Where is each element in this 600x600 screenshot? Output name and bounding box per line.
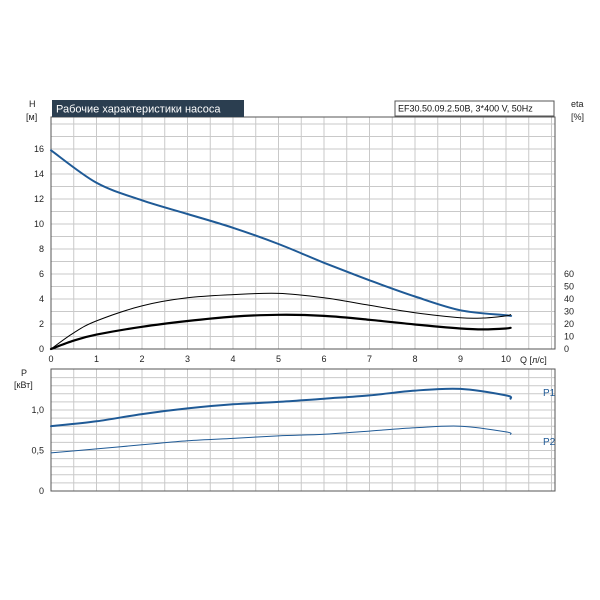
y2-axis-label-eta: eta — [571, 99, 584, 109]
p-tick-label: 0 — [39, 486, 44, 496]
x-tick-label: 8 — [412, 354, 417, 364]
p2-curve — [50, 425, 512, 454]
p1-label: P1 — [543, 388, 556, 399]
y2-tick-label: 20 — [564, 319, 574, 329]
y-tick-label: 6 — [39, 269, 44, 279]
y-axis-label-h: H — [29, 99, 36, 109]
y-tick-label: 12 — [34, 194, 44, 204]
title-banner — [52, 100, 244, 117]
y-tick-label: 16 — [34, 144, 44, 154]
y2-tick-label: 40 — [564, 294, 574, 304]
y-tick-label: 4 — [39, 294, 44, 304]
x-tick-label: 3 — [185, 354, 190, 364]
head-curve — [50, 149, 513, 317]
y-tick-label: 2 — [39, 319, 44, 329]
p2-label: P2 — [543, 437, 556, 448]
x-tick-label: 6 — [321, 354, 326, 364]
y2-tick-label: 60 — [564, 269, 574, 279]
x-tick-label: 7 — [367, 354, 372, 364]
y-tick-label: 14 — [34, 169, 44, 179]
top-chart-grid — [51, 117, 555, 349]
top-chart-series — [49, 149, 513, 351]
bottom-chart-grid — [51, 369, 555, 491]
model-label-box — [394, 100, 555, 117]
y2-tick-label: 50 — [564, 282, 574, 292]
p-tick-label: 1,0 — [31, 405, 44, 415]
bottom-chart-ticks: 0 0,5 1,0 — [31, 405, 44, 496]
x-tick-label: 10 — [501, 354, 511, 364]
x-tick-label: 0 — [48, 354, 53, 364]
model-label: EF30.50.09.2.50B, 3*400 V, 50Hz — [398, 104, 533, 114]
y2-tick-label: 0 — [564, 344, 569, 354]
x-tick-label: 1 — [94, 354, 99, 364]
x-tick-label: 2 — [139, 354, 144, 364]
x-axis-label: Q [л/с] — [520, 355, 547, 365]
x-tick-label: 5 — [276, 354, 281, 364]
y2-axis-unit-pct: [%] — [571, 112, 584, 122]
y-tick-label: 10 — [34, 219, 44, 229]
y-tick-label: 8 — [39, 244, 44, 254]
top-chart-frame — [50, 116, 556, 350]
efficiency-curve-1 — [50, 292, 512, 350]
y2-tick-label: 10 — [564, 332, 574, 342]
y-tick-label: 0 — [39, 344, 44, 354]
p-axis-unit: [кВт] — [14, 380, 33, 390]
p-tick-label: 0,5 — [31, 446, 44, 456]
bottom-chart-series: P1 P2 — [50, 387, 556, 454]
y-axis-unit-m: [м] — [26, 112, 37, 122]
p1-curve — [50, 387, 513, 428]
bottom-chart-frame — [50, 368, 556, 492]
x-tick-label: 9 — [458, 354, 463, 364]
y2-tick-label: 30 — [564, 307, 574, 317]
x-tick-label: 4 — [230, 354, 235, 364]
efficiency-curve-2 — [49, 313, 512, 351]
chart-title: Рабочие характеристики насоса — [56, 104, 221, 116]
p-axis-label: P — [21, 368, 27, 378]
